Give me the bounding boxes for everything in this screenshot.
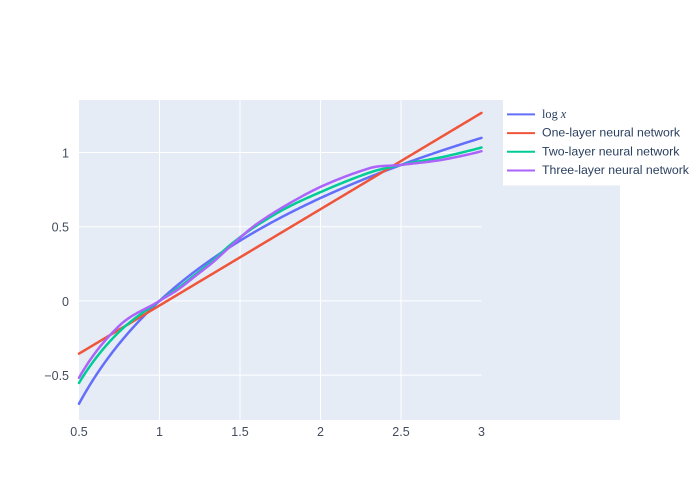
svg-text:3: 3 [478,425,485,439]
svg-text:1.5: 1.5 [231,425,248,439]
svg-text:0.5: 0.5 [52,221,69,235]
svg-text:0.5: 0.5 [70,425,87,439]
svg-text:Three-layer neural network: Three-layer neural network [542,163,690,177]
svg-text:log x: log x [542,107,567,121]
svg-text:2.5: 2.5 [392,425,409,439]
svg-text:1: 1 [62,147,69,161]
svg-text:Two-layer neural network: Two-layer neural network [542,144,680,158]
svg-text:2: 2 [317,425,324,439]
svg-text:−0.5: −0.5 [44,369,69,383]
svg-text:0: 0 [62,295,69,309]
svg-text:One-layer neural network: One-layer neural network [542,126,681,140]
svg-text:1: 1 [156,425,163,439]
